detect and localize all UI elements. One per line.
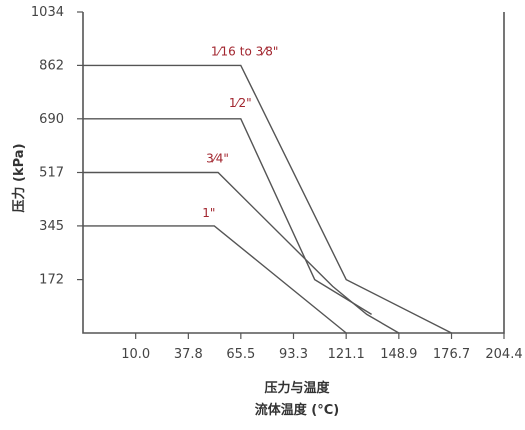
series-line-2 (83, 171, 400, 334)
series-label-1: 1⁄2" (229, 96, 252, 110)
x-tick-label: 10.0 (121, 347, 150, 362)
series-line-1 (83, 118, 372, 315)
y-tick-label: 345 (39, 219, 64, 234)
y-tick-labels: 172 345 517 690 862 1034 (31, 5, 83, 288)
series-label-2: 3⁄4" (206, 152, 229, 166)
y-tick-label: 690 (39, 112, 64, 127)
y-tick-label: 1034 (31, 5, 64, 20)
x-tick-label: 93.3 (279, 347, 308, 362)
y-tick-label: 517 (39, 166, 64, 181)
x-tick-labels: 10.0 37.8 65.5 93.3 121.1 148.9 176.7 204.4 (121, 333, 523, 362)
series-labels: 1⁄16 to 3⁄8" 1⁄2" 3⁄4" 1" (202, 44, 279, 220)
x-tick-label: 121.1 (328, 347, 365, 362)
x-tick-label: 37.8 (174, 347, 203, 362)
x-axis-label: 流体温度 (°C) (255, 402, 339, 418)
x-tick-label: 65.5 (226, 347, 255, 362)
x-tick-label: 148.9 (380, 347, 417, 362)
series-line-3 (83, 225, 347, 334)
y-tick-label: 172 (39, 273, 64, 288)
series-label-0: 1⁄16 to 3⁄8" (211, 44, 279, 58)
y-axis-label: 压力 (kPa) (11, 143, 27, 212)
chart-title: 压力与温度 (264, 380, 330, 396)
x-tick-label: 204.4 (485, 347, 522, 362)
series-label-3: 1" (202, 206, 215, 220)
y-tick-label: 862 (39, 58, 64, 73)
series-line-0 (83, 64, 452, 334)
x-tick-label: 176.7 (433, 347, 470, 362)
series-lines (83, 64, 452, 334)
